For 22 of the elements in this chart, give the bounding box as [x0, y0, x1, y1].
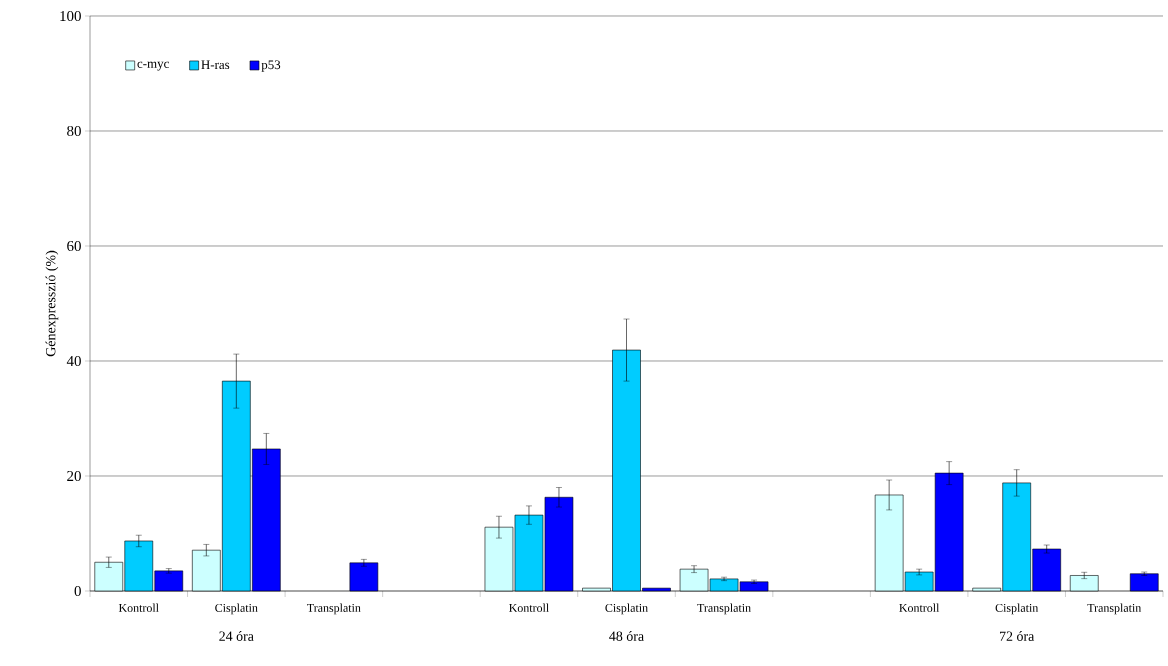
legend-label: p53 — [261, 60, 281, 72]
y-tick-label: 80 — [67, 125, 81, 137]
x-tick-label: Transplatin — [1087, 603, 1142, 615]
legend-label: H-ras — [201, 60, 230, 70]
x-tick-label: Cisplatin — [995, 603, 1039, 615]
text: 48 óra — [609, 631, 644, 641]
x-tick-label: Kontroll — [509, 603, 549, 612]
y-tick-label: 20 — [67, 470, 81, 482]
x-tick-label: Cisplatin — [215, 603, 258, 615]
text: 24 óra — [219, 631, 254, 641]
x-tick-label: Kontroll — [118, 603, 159, 612]
y-tick-label: 40 — [66, 355, 81, 367]
x-tick-label: Transplatin — [697, 603, 751, 615]
y-tick-label: 0 — [74, 585, 81, 597]
x-tick-label: Kontroll — [899, 603, 940, 612]
y-tick-label: 100 — [60, 10, 81, 22]
x-tick-label: Transplatin — [307, 603, 361, 615]
y-axis-title: Génexpresszió (%) — [45, 250, 59, 357]
y-tick-label: 60 — [67, 240, 81, 252]
legend-label: c-myc — [137, 61, 169, 71]
x-tick-label: Cisplatin — [605, 603, 648, 615]
text: 72 óra — [999, 631, 1035, 641]
